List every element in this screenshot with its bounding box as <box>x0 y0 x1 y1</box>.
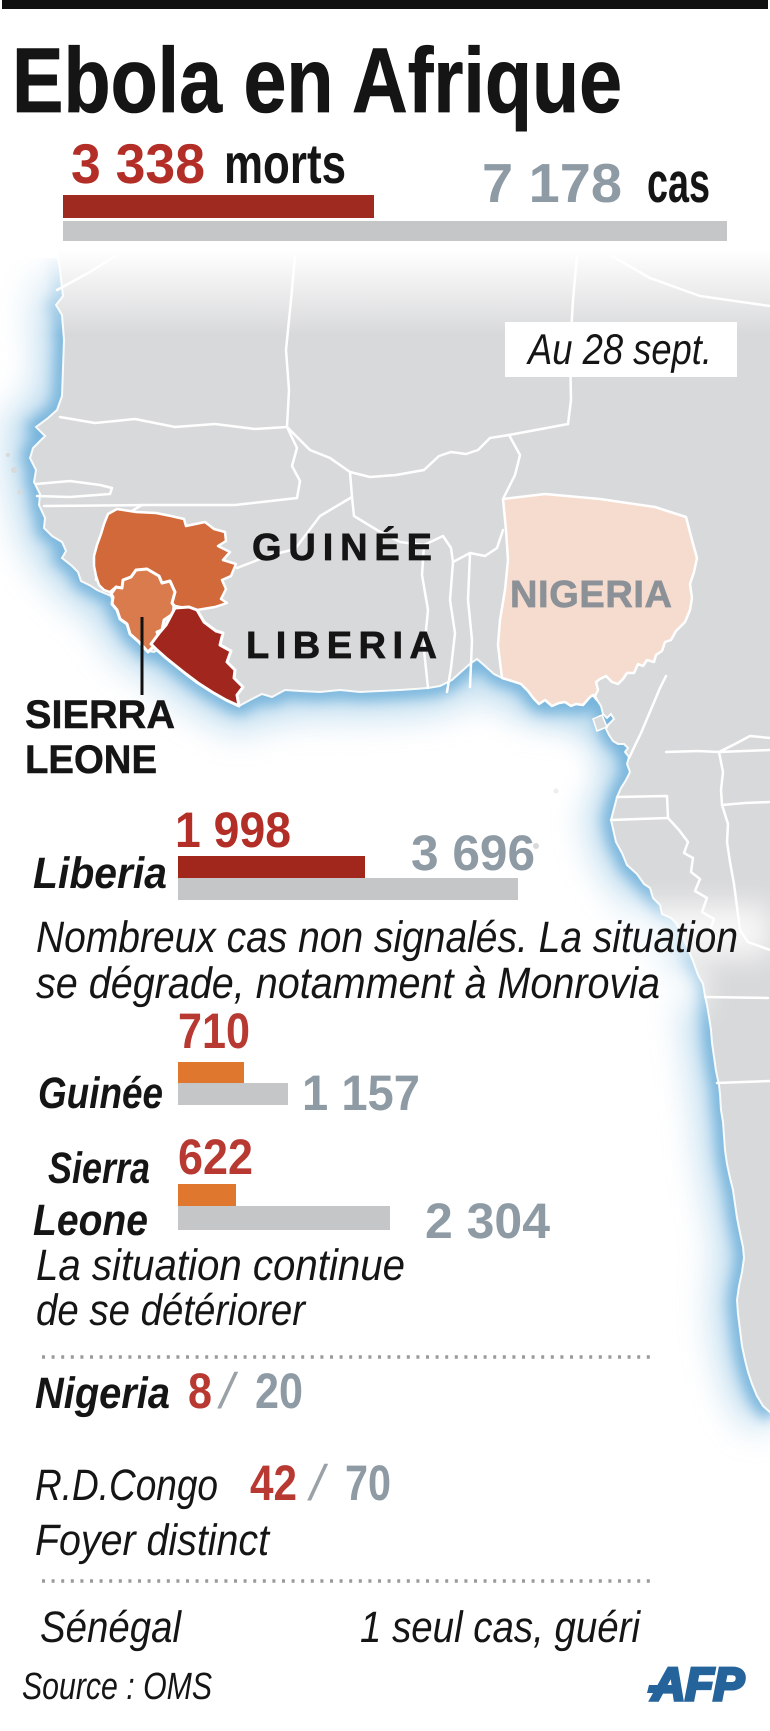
svg-text:622: 622 <box>178 1129 253 1185</box>
svg-text:LEONE: LEONE <box>25 738 157 782</box>
svg-text:AFP: AFP <box>651 1658 744 1710</box>
svg-text:R.D.Congo: R.D.Congo <box>35 1461 218 1510</box>
svg-text:70: 70 <box>345 1455 391 1511</box>
svg-text:8: 8 <box>188 1363 212 1419</box>
svg-text:1 seul cas, guéri: 1 seul cas, guéri <box>360 1603 641 1652</box>
svg-text:se dégrade, notamment à Monrov: se dégrade, notamment à Monrovia <box>36 959 660 1008</box>
svg-text:Foyer distinct: Foyer distinct <box>35 1516 271 1565</box>
svg-text:Au 28 sept.: Au 28 sept. <box>525 326 712 374</box>
svg-text:3 338: 3 338 <box>71 132 205 195</box>
svg-text:710: 710 <box>178 1003 250 1059</box>
svg-text:/: / <box>217 1363 239 1419</box>
svg-text:7 178: 7 178 <box>482 152 622 214</box>
svg-text:cas: cas <box>647 151 710 215</box>
svg-text:Ebola en Afrique: Ebola en Afrique <box>12 30 622 132</box>
svg-text:20: 20 <box>255 1363 303 1419</box>
svg-text:Guinée: Guinée <box>38 1069 163 1118</box>
svg-text:Sierra: Sierra <box>48 1144 150 1193</box>
svg-text:/: / <box>307 1455 329 1511</box>
svg-text:42: 42 <box>250 1455 297 1511</box>
svg-text:Sénégal: Sénégal <box>40 1603 182 1652</box>
svg-text:Nombreux cas non signalés. La: Nombreux cas non signalés. La situation <box>36 913 738 962</box>
svg-text:de se détériorer: de se détériorer <box>36 1286 307 1335</box>
svg-text:1 998: 1 998 <box>175 802 291 858</box>
svg-text:Liberia: Liberia <box>33 849 167 898</box>
svg-text:Nigeria: Nigeria <box>35 1369 170 1418</box>
svg-text:SIERRA: SIERRA <box>25 693 175 737</box>
svg-text:2 304: 2 304 <box>425 1193 550 1249</box>
svg-text:NIGERIA: NIGERIA <box>510 574 672 616</box>
svg-text:1 157: 1 157 <box>302 1065 420 1121</box>
svg-text:Leone: Leone <box>33 1196 148 1245</box>
svg-text:3 696: 3 696 <box>411 825 535 881</box>
svg-text:Source : OMS: Source : OMS <box>22 1666 212 1708</box>
svg-text:morts: morts <box>224 132 346 195</box>
svg-text:La situation continue: La situation continue <box>36 1241 405 1290</box>
